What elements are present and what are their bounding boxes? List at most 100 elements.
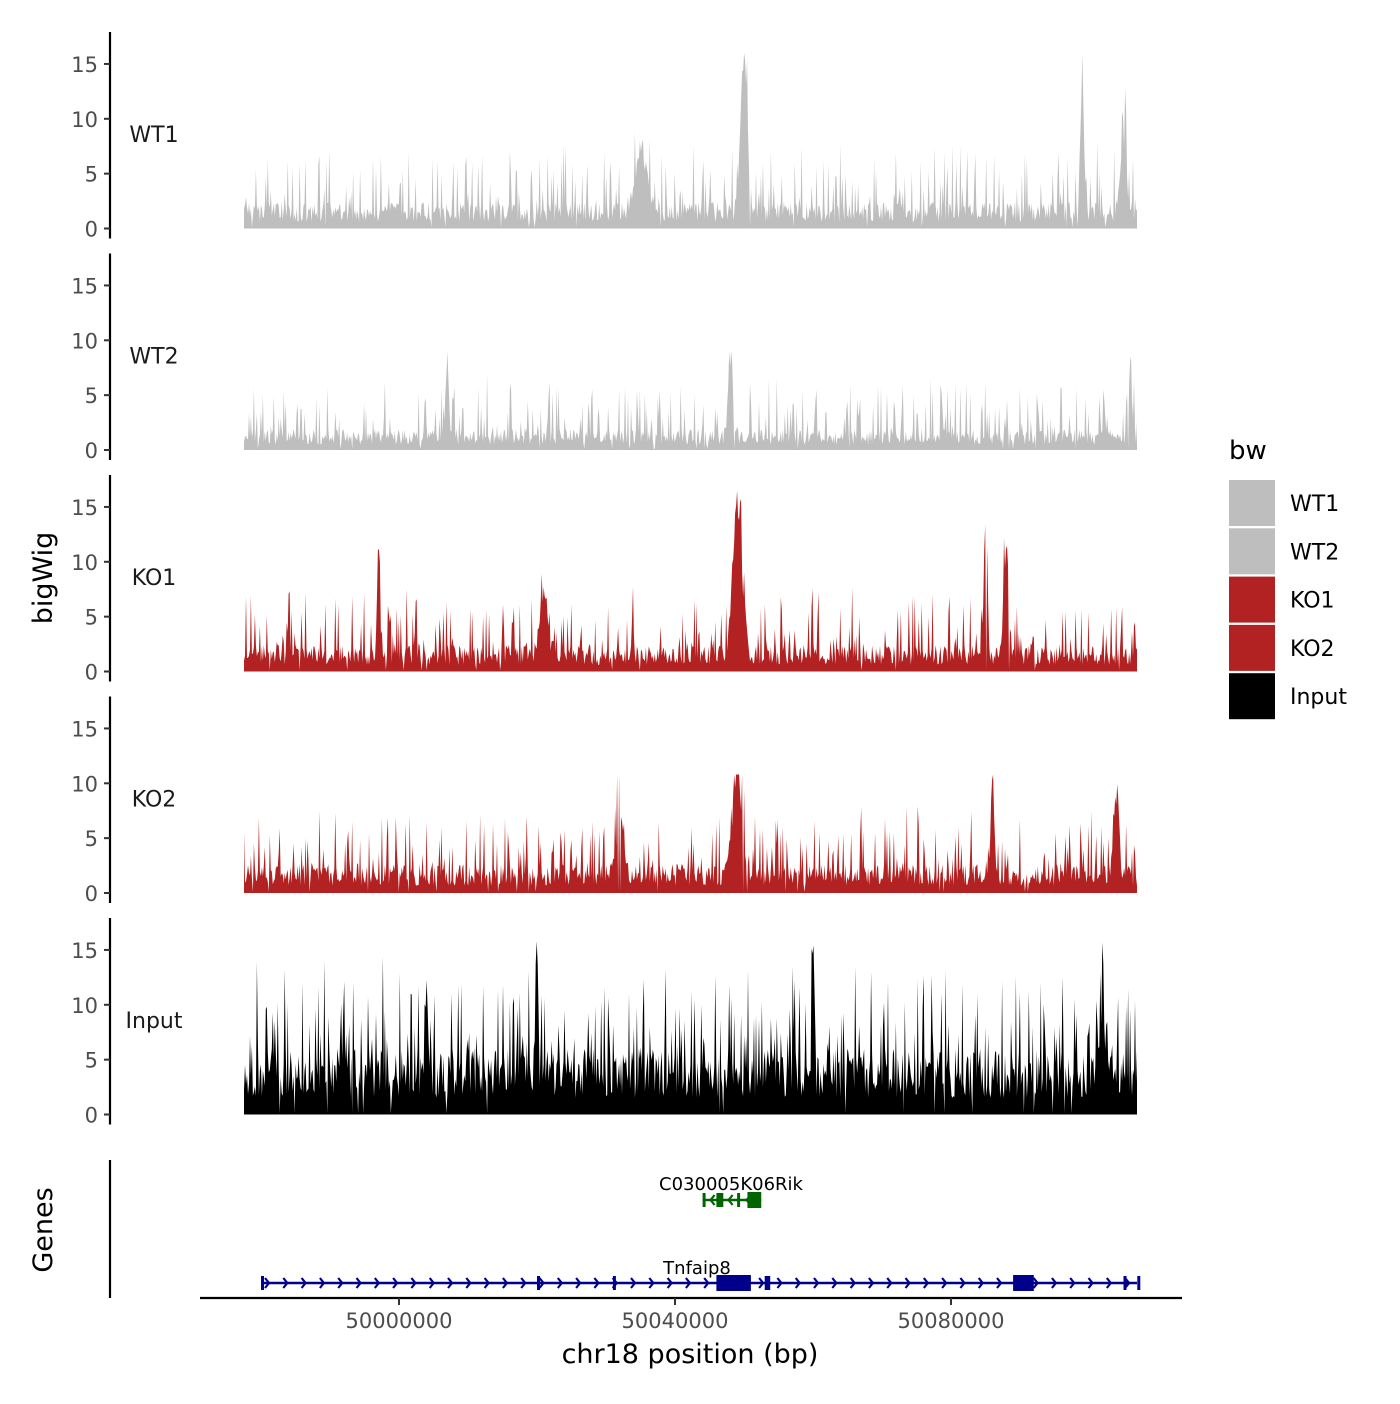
track-label: WT1 bbox=[129, 123, 178, 148]
strand-arrow bbox=[264, 1277, 271, 1289]
track-wt2: 0 5 10 15 WT2 bbox=[71, 253, 1137, 463]
track-label: Input bbox=[126, 1009, 183, 1034]
y-tick-label: 15 bbox=[71, 939, 98, 963]
exon bbox=[716, 1275, 751, 1291]
track-label: KO2 bbox=[132, 788, 177, 813]
strand-arrow bbox=[1105, 1277, 1113, 1289]
strand-arrow bbox=[996, 1277, 1003, 1289]
legend-label-ko2: KO2 bbox=[1290, 637, 1335, 662]
exon bbox=[1013, 1275, 1034, 1291]
y-tick-label: 10 bbox=[71, 772, 98, 796]
exon bbox=[747, 1192, 762, 1208]
exon bbox=[612, 1276, 616, 1290]
strand-arrow bbox=[959, 1277, 966, 1289]
y-tick-label: 15 bbox=[71, 496, 98, 520]
strand-arrow bbox=[794, 1277, 802, 1289]
strand-arrow bbox=[886, 1277, 893, 1289]
y-tick-label: 5 bbox=[85, 163, 98, 187]
track-wt1: 0 5 10 15 WT1 bbox=[71, 32, 1137, 242]
y-tick-label: 0 bbox=[85, 1104, 98, 1128]
gene-label: Tnfaip8 bbox=[662, 1258, 731, 1279]
legend: bw WT1 WT2 KO1 KO2 Input bbox=[1229, 436, 1347, 720]
gene-track: C030005K06Rik Tnfaip8 bbox=[108, 1160, 1141, 1298]
strand-arrow bbox=[648, 1277, 655, 1289]
track-ko1: 0 5 10 15 KO1 bbox=[71, 475, 1137, 685]
coverage-area-ko2 bbox=[244, 774, 1137, 893]
strand-arrow bbox=[685, 1277, 692, 1289]
legend-title: bw bbox=[1229, 436, 1267, 466]
strand-arrow bbox=[282, 1277, 289, 1289]
strand-arrow bbox=[575, 1277, 582, 1289]
y-tick-label: 5 bbox=[85, 1049, 98, 1073]
strand-arrow bbox=[630, 1277, 637, 1289]
strand-arrow bbox=[868, 1277, 875, 1289]
exon bbox=[261, 1276, 264, 1290]
strand-arrow bbox=[666, 1277, 674, 1289]
exon bbox=[537, 1276, 540, 1290]
strand-arrow bbox=[392, 1277, 399, 1289]
strand-arrow bbox=[319, 1277, 326, 1289]
strand-arrow bbox=[520, 1277, 527, 1289]
y-tick-label: 0 bbox=[85, 439, 98, 463]
legend-label-wt2: WT2 bbox=[1290, 540, 1339, 565]
coverage-area-wt1 bbox=[244, 53, 1137, 229]
y-tick-label: 10 bbox=[71, 329, 98, 353]
y-tick-label: 10 bbox=[71, 108, 98, 132]
genes-track-title: Genes bbox=[28, 1187, 59, 1272]
x-tick-label: 50000000 bbox=[346, 1309, 453, 1333]
coverage-area-input bbox=[244, 941, 1137, 1115]
y-tick-label: 10 bbox=[71, 551, 98, 575]
y-tick-label: 10 bbox=[71, 994, 98, 1018]
exon bbox=[737, 1193, 741, 1207]
y-tick-label: 15 bbox=[71, 53, 98, 77]
legend-key-wt1 bbox=[1229, 480, 1275, 526]
strand-arrow bbox=[904, 1277, 911, 1289]
strand-arrow bbox=[410, 1277, 417, 1289]
strand-arrow bbox=[703, 1277, 710, 1289]
y-tick-label: 0 bbox=[85, 882, 98, 906]
strand-arrow bbox=[502, 1277, 509, 1289]
gene-c030005k06rik: C030005K06Rik bbox=[659, 1174, 804, 1208]
strand-arrow bbox=[1087, 1277, 1094, 1289]
strand-arrow bbox=[776, 1277, 783, 1289]
strand-arrow bbox=[709, 1194, 716, 1206]
strand-arrow bbox=[758, 1277, 765, 1289]
legend-key-input bbox=[1229, 673, 1275, 720]
legend-label-ko1: KO1 bbox=[1290, 589, 1335, 614]
strand-arrow bbox=[849, 1277, 857, 1289]
y-tick-label: 5 bbox=[85, 827, 98, 851]
x-axis-title: chr18 position (bp) bbox=[562, 1339, 819, 1370]
coverage-area-ko1 bbox=[244, 490, 1137, 672]
exon bbox=[764, 1276, 771, 1290]
y-axis-title: bigWig bbox=[28, 532, 59, 625]
coverage-area-wt2 bbox=[244, 351, 1137, 450]
track-input: 0 5 10 15 Input bbox=[71, 918, 1137, 1128]
y-tick-label: 5 bbox=[85, 384, 98, 408]
track-label: KO1 bbox=[132, 566, 177, 591]
y-tick-label: 15 bbox=[71, 717, 98, 741]
strand-arrow bbox=[428, 1277, 436, 1289]
x-axis: 50000000 50040000 50080000 bbox=[200, 1296, 1182, 1333]
legend-key-wt2 bbox=[1229, 528, 1275, 575]
y-tick-label: 0 bbox=[85, 218, 98, 242]
gene-label: C030005K06Rik bbox=[659, 1174, 803, 1195]
x-tick-label: 50040000 bbox=[622, 1309, 729, 1333]
track-label: WT2 bbox=[129, 345, 178, 370]
strand-arrow bbox=[465, 1277, 472, 1289]
strand-arrow bbox=[1051, 1277, 1058, 1289]
strand-arrow bbox=[1032, 1277, 1040, 1289]
y-tick-label: 5 bbox=[85, 606, 98, 630]
legend-label-input: Input bbox=[1290, 685, 1347, 710]
track-ko2: 0 5 10 15 KO2 bbox=[71, 696, 1137, 906]
x-tick-label: 50080000 bbox=[898, 1309, 1005, 1333]
strand-arrow bbox=[337, 1277, 344, 1289]
coverage-tracks: 0 5 10 15 WT1 0 5 10 15 WT2 0 5 10 15 KO1 0 5 10 15 KO2 0 5 10… bbox=[71, 32, 1137, 1128]
strand-arrow bbox=[373, 1277, 381, 1289]
legend-label-wt1: WT1 bbox=[1290, 492, 1339, 517]
strand-arrow bbox=[300, 1277, 308, 1289]
y-tick-label: 15 bbox=[71, 274, 98, 298]
strand-arrow bbox=[593, 1277, 600, 1289]
strand-arrow bbox=[447, 1277, 454, 1289]
